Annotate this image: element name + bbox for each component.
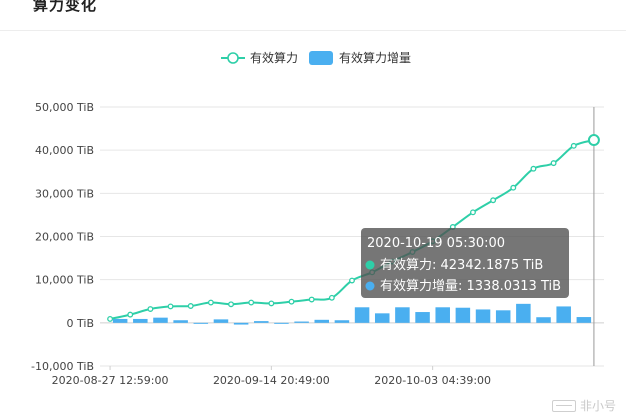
watermark: 非小号: [551, 397, 616, 414]
line-point[interactable]: [510, 184, 517, 191]
line-point[interactable]: [268, 300, 275, 307]
tooltip-row: 有效算力增量: 1338.0313 TiB: [380, 279, 561, 294]
legend-label[interactable]: 有效算力: [250, 50, 298, 65]
line-point[interactable]: [127, 311, 134, 318]
bar-mark[interactable]: [193, 322, 209, 324]
header-divider: [0, 30, 626, 31]
line-point[interactable]: [228, 301, 234, 308]
bar-mark[interactable]: [233, 322, 249, 325]
x-tick-label: 2020-10-03 04:39:00: [374, 374, 491, 387]
y-tick-label: -10,000 TiB: [31, 360, 94, 373]
bar-mark[interactable]: [254, 321, 269, 323]
bar-mark[interactable]: [133, 318, 148, 323]
bar-mark[interactable]: [435, 307, 450, 323]
panel-title: 算力变化: [33, 0, 98, 14]
line-point[interactable]: [328, 294, 335, 301]
legend-line-marker: [227, 52, 239, 64]
line-point[interactable]: [187, 303, 194, 309]
bar-mark[interactable]: [274, 322, 289, 324]
bar-mark[interactable]: [556, 306, 571, 323]
bar-mark[interactable]: [314, 319, 330, 323]
y-tick-label: 30,000 TiB: [35, 187, 94, 200]
y-tick-label: 20,000 TiB: [35, 231, 94, 244]
line-point[interactable]: [570, 142, 577, 149]
bar-mark[interactable]: [455, 307, 471, 323]
line-point[interactable]: [349, 277, 355, 284]
tooltip-date: 2020-10-19 05:30:00: [367, 236, 505, 251]
y-tick-label: 40,000 TiB: [35, 144, 94, 157]
watermark-text: 非小号: [579, 399, 616, 413]
line-point[interactable]: [248, 299, 255, 306]
bar-mark[interactable]: [213, 319, 229, 323]
line-point[interactable]: [288, 298, 295, 305]
tooltip-box: [361, 228, 569, 298]
y-tick-label: 0 TiB: [67, 317, 94, 330]
legend-bar-swatch: [309, 51, 333, 65]
x-tick-label: 2020-08-27 12:59:00: [52, 374, 169, 387]
line-point[interactable]: [308, 296, 315, 303]
bar-mark[interactable]: [395, 307, 410, 323]
bar-mark[interactable]: [495, 310, 511, 323]
line-point[interactable]: [107, 315, 114, 322]
x-tick-label: 2020-09-14 20:49:00: [213, 374, 330, 387]
bar-mark[interactable]: [516, 303, 531, 323]
line-point[interactable]: [167, 303, 174, 310]
line-point[interactable]: [490, 197, 497, 204]
bar-mark[interactable]: [334, 320, 350, 323]
line-point-highlighted[interactable]: [587, 134, 600, 147]
bar-mark[interactable]: [536, 317, 551, 323]
bar-mark[interactable]: [153, 317, 168, 323]
bar-mark[interactable]: [475, 309, 491, 323]
tooltip-row: 有效算力: 42342.1875 TiB: [380, 258, 543, 273]
bar-mark[interactable]: [354, 307, 370, 323]
line-point[interactable]: [470, 209, 476, 216]
tooltip-marker: [365, 281, 375, 291]
bar-mark[interactable]: [173, 320, 188, 323]
line-point[interactable]: [550, 160, 557, 167]
bar-mark[interactable]: [374, 313, 390, 323]
tooltip-marker: [365, 260, 375, 270]
bar-mark[interactable]: [294, 321, 309, 323]
y-tick-label: 50,000 TiB: [35, 101, 94, 114]
line-point[interactable]: [530, 165, 537, 172]
line-point[interactable]: [207, 299, 214, 306]
legend-label[interactable]: 有效算力增量: [339, 50, 411, 65]
bar-mark[interactable]: [576, 317, 592, 323]
bar-mark[interactable]: [415, 312, 430, 323]
y-tick-label: 10,000 TiB: [35, 274, 94, 287]
line-point[interactable]: [147, 306, 154, 312]
bar-mark[interactable]: [112, 318, 128, 323]
watermark-logo-icon: [551, 399, 576, 412]
